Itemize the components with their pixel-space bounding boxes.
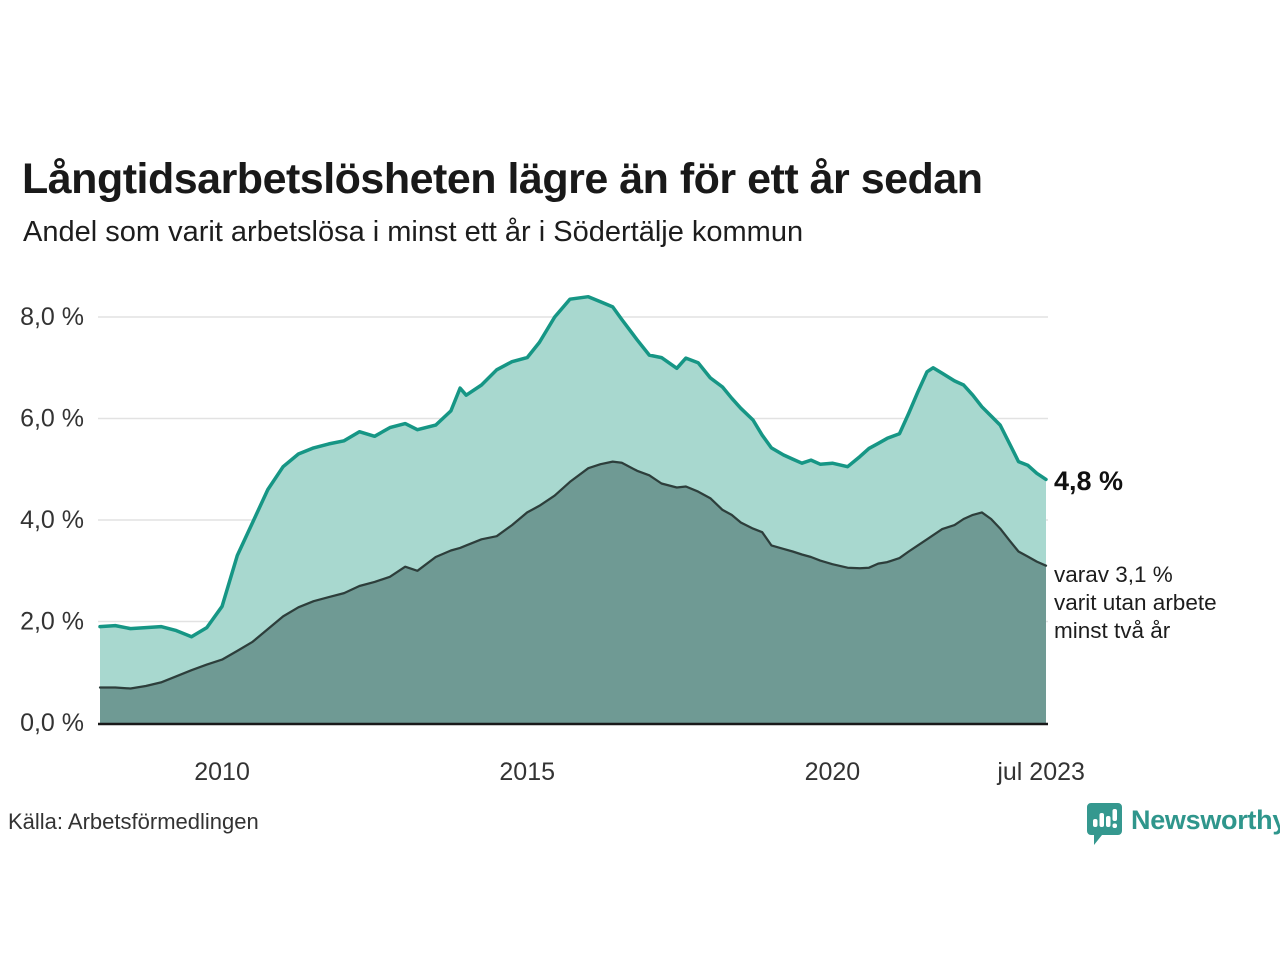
- line-series-1: [98, 294, 1048, 639]
- line-series-2: [98, 460, 1048, 690]
- end-value-label-two-years: varav 3,1 % varit utan arbete minst två …: [1054, 561, 1217, 645]
- source-credit: Källa: Arbetsförmedlingen: [8, 809, 259, 834]
- y-tick-label: 6,0 %: [20, 405, 84, 433]
- y-tick-label: 2,0 %: [20, 608, 84, 636]
- y-tick-label: 8,0 %: [20, 303, 84, 331]
- bar-chart-speech-bubble-icon: [1087, 803, 1122, 845]
- end-value-label-total: 4,8 %: [1054, 466, 1124, 496]
- x-tick-label: 2015: [499, 758, 555, 786]
- page-title: Långtidsarbetslösheten lägre än för ett …: [22, 154, 983, 203]
- annotation-line: minst två år: [1054, 618, 1171, 643]
- y-tick-label: 0,0 %: [20, 709, 84, 737]
- y-tick-label: 4,0 %: [20, 506, 84, 534]
- x-tick-label: jul 2023: [996, 758, 1085, 786]
- annotation-line: varit utan arbete: [1054, 590, 1217, 615]
- page-subtitle: Andel som varit arbetslösa i minst ett å…: [23, 216, 804, 248]
- newsworthy-logo: Newsworthy: [1086, 802, 1280, 846]
- x-tick-label: 2010: [194, 758, 250, 786]
- brand-name: Newsworthy: [1131, 805, 1280, 835]
- annotation-line: varav 3,1 %: [1054, 562, 1173, 587]
- x-tick-label: 2020: [805, 758, 861, 786]
- area-series-2: [100, 461, 1046, 723]
